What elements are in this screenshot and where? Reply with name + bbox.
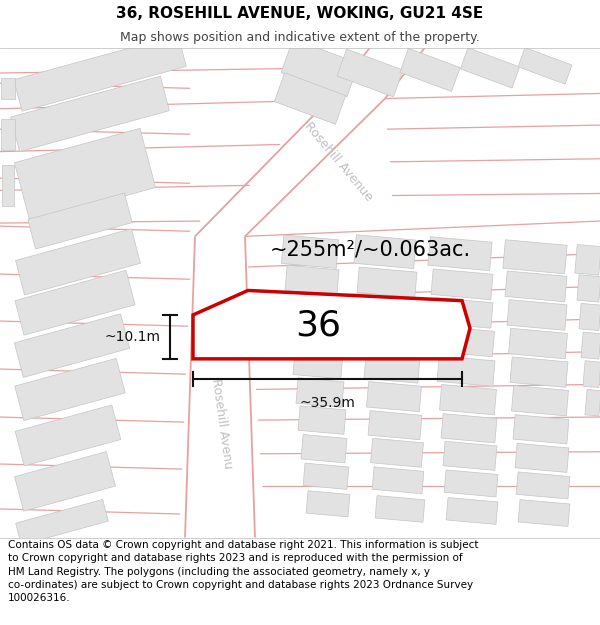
Polygon shape xyxy=(291,321,341,350)
Polygon shape xyxy=(285,265,339,295)
Text: Map shows position and indicative extent of the property.: Map shows position and indicative extent… xyxy=(120,31,480,44)
Polygon shape xyxy=(577,275,600,302)
Polygon shape xyxy=(428,237,492,271)
Polygon shape xyxy=(585,389,600,416)
Polygon shape xyxy=(1,78,15,99)
Text: ~10.1m: ~10.1m xyxy=(104,330,160,344)
Polygon shape xyxy=(288,293,340,322)
Polygon shape xyxy=(518,499,570,526)
Polygon shape xyxy=(515,443,569,472)
Polygon shape xyxy=(444,470,498,497)
Polygon shape xyxy=(510,357,568,388)
Polygon shape xyxy=(14,35,186,111)
Polygon shape xyxy=(441,414,497,443)
Polygon shape xyxy=(15,358,125,421)
Polygon shape xyxy=(513,414,569,444)
Polygon shape xyxy=(14,128,155,222)
Polygon shape xyxy=(371,438,424,468)
Polygon shape xyxy=(503,240,567,274)
Text: Rosehill Avenu: Rosehill Avenu xyxy=(209,377,235,469)
Polygon shape xyxy=(400,48,460,91)
Polygon shape xyxy=(443,441,497,471)
Polygon shape xyxy=(296,378,344,408)
Polygon shape xyxy=(372,467,424,494)
Polygon shape xyxy=(367,381,421,412)
Polygon shape xyxy=(15,270,135,335)
Polygon shape xyxy=(460,48,520,88)
Polygon shape xyxy=(512,386,568,416)
Text: ~255m²/~0.063ac.: ~255m²/~0.063ac. xyxy=(269,239,470,259)
Polygon shape xyxy=(364,353,420,383)
Polygon shape xyxy=(579,303,600,331)
Polygon shape xyxy=(368,411,422,440)
Polygon shape xyxy=(1,119,15,149)
Polygon shape xyxy=(575,244,600,275)
Polygon shape xyxy=(437,356,495,386)
Polygon shape xyxy=(193,291,470,359)
Polygon shape xyxy=(362,324,418,354)
Polygon shape xyxy=(509,328,568,359)
Polygon shape xyxy=(14,451,115,511)
Polygon shape xyxy=(357,267,417,298)
Polygon shape xyxy=(14,314,130,378)
Polygon shape xyxy=(433,298,493,328)
Polygon shape xyxy=(516,472,570,499)
Polygon shape xyxy=(446,498,498,524)
Polygon shape xyxy=(306,491,350,517)
Polygon shape xyxy=(507,299,567,330)
Polygon shape xyxy=(301,434,347,463)
Polygon shape xyxy=(293,349,343,379)
Polygon shape xyxy=(581,332,600,359)
Polygon shape xyxy=(431,269,493,300)
Text: Rosehill Avenue: Rosehill Avenue xyxy=(301,120,375,204)
Polygon shape xyxy=(281,39,359,97)
Polygon shape xyxy=(11,76,169,152)
Polygon shape xyxy=(303,463,349,489)
Polygon shape xyxy=(281,235,338,268)
Polygon shape xyxy=(274,72,346,124)
Polygon shape xyxy=(28,193,132,249)
Polygon shape xyxy=(436,326,494,357)
Polygon shape xyxy=(359,296,417,326)
Polygon shape xyxy=(518,48,572,84)
Polygon shape xyxy=(354,235,416,269)
Polygon shape xyxy=(298,406,346,434)
Polygon shape xyxy=(16,229,140,295)
Polygon shape xyxy=(15,405,121,466)
Polygon shape xyxy=(375,496,425,522)
Polygon shape xyxy=(2,165,14,206)
Text: 36: 36 xyxy=(295,308,341,342)
Text: ~35.9m: ~35.9m xyxy=(299,396,355,409)
Polygon shape xyxy=(583,361,600,388)
Polygon shape xyxy=(337,49,403,97)
Polygon shape xyxy=(505,271,567,302)
Polygon shape xyxy=(16,499,109,545)
Polygon shape xyxy=(440,384,496,415)
Text: 36, ROSEHILL AVENUE, WOKING, GU21 4SE: 36, ROSEHILL AVENUE, WOKING, GU21 4SE xyxy=(116,6,484,21)
Text: Contains OS data © Crown copyright and database right 2021. This information is : Contains OS data © Crown copyright and d… xyxy=(8,540,478,603)
